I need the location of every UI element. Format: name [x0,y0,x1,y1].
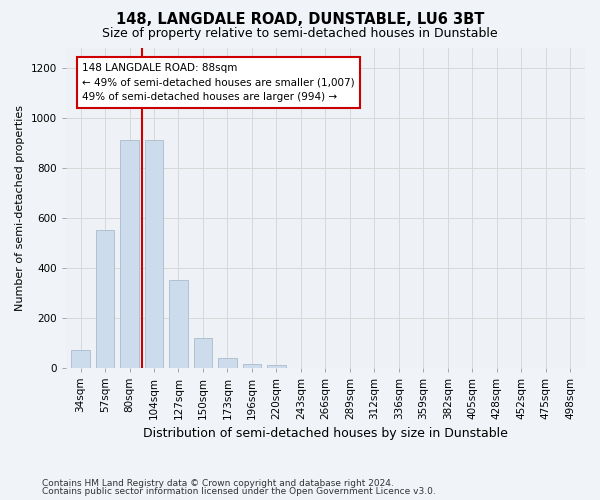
Bar [121,140,139,368]
Bar [267,365,286,368]
Bar [169,280,188,368]
Bar [243,364,261,368]
X-axis label: Distribution of semi-detached houses by size in Dunstable: Distribution of semi-detached houses by … [143,427,508,440]
Text: 148, LANGDALE ROAD, DUNSTABLE, LU6 3BT: 148, LANGDALE ROAD, DUNSTABLE, LU6 3BT [116,12,484,28]
Bar [96,230,114,368]
Text: Contains HM Land Registry data © Crown copyright and database right 2024.: Contains HM Land Registry data © Crown c… [42,478,394,488]
Bar [218,358,236,368]
Text: 148 LANGDALE ROAD: 88sqm
← 49% of semi-detached houses are smaller (1,007)
49% o: 148 LANGDALE ROAD: 88sqm ← 49% of semi-d… [82,62,355,102]
Bar [145,140,163,368]
Y-axis label: Number of semi-detached properties: Number of semi-detached properties [15,104,25,310]
Text: Contains public sector information licensed under the Open Government Licence v3: Contains public sector information licen… [42,487,436,496]
Text: Size of property relative to semi-detached houses in Dunstable: Size of property relative to semi-detach… [102,28,498,40]
Bar [194,338,212,368]
Bar [71,350,90,368]
